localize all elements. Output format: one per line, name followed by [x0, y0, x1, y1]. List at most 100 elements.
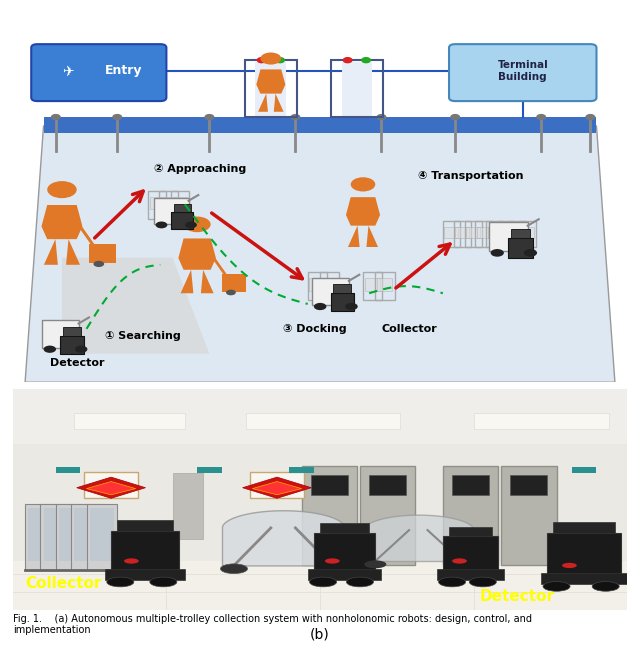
- Bar: [84, 472, 138, 498]
- Circle shape: [291, 115, 300, 119]
- Polygon shape: [367, 225, 378, 247]
- Bar: [301, 466, 357, 565]
- Circle shape: [51, 115, 60, 119]
- Bar: [520, 227, 534, 239]
- Bar: [518, 221, 536, 247]
- Text: ✈: ✈: [62, 64, 74, 78]
- Circle shape: [592, 581, 620, 591]
- Bar: [360, 466, 415, 565]
- Bar: [365, 278, 380, 291]
- Circle shape: [150, 577, 177, 587]
- Bar: [89, 244, 116, 263]
- Bar: [13, 389, 627, 451]
- Circle shape: [93, 261, 104, 267]
- Text: Collector: Collector: [25, 575, 102, 590]
- Bar: [60, 335, 84, 354]
- Bar: [172, 212, 193, 229]
- Circle shape: [226, 289, 236, 295]
- Bar: [541, 573, 627, 584]
- Bar: [466, 227, 480, 239]
- Bar: [455, 227, 469, 239]
- Circle shape: [185, 221, 197, 229]
- Bar: [333, 284, 351, 293]
- Circle shape: [452, 558, 467, 563]
- Circle shape: [491, 249, 504, 257]
- Bar: [511, 475, 547, 495]
- Bar: [74, 413, 185, 428]
- Bar: [28, 508, 52, 561]
- Circle shape: [537, 115, 545, 119]
- Bar: [321, 278, 337, 291]
- Circle shape: [75, 345, 88, 353]
- Circle shape: [107, 577, 134, 587]
- Polygon shape: [66, 239, 80, 265]
- Bar: [499, 227, 512, 239]
- Bar: [245, 60, 297, 117]
- Bar: [13, 561, 627, 610]
- Circle shape: [562, 563, 577, 568]
- Bar: [497, 221, 514, 247]
- Circle shape: [346, 577, 374, 587]
- Bar: [308, 569, 381, 580]
- Bar: [173, 197, 187, 210]
- Bar: [452, 475, 489, 495]
- Bar: [443, 466, 498, 565]
- Bar: [488, 227, 501, 239]
- Bar: [572, 467, 596, 473]
- Bar: [173, 473, 204, 539]
- Circle shape: [451, 560, 472, 568]
- Polygon shape: [62, 258, 209, 354]
- Bar: [63, 326, 81, 335]
- Circle shape: [543, 581, 570, 591]
- Bar: [320, 523, 369, 533]
- FancyBboxPatch shape: [449, 44, 596, 101]
- Bar: [508, 221, 525, 247]
- Circle shape: [310, 577, 337, 587]
- Polygon shape: [42, 205, 83, 239]
- Circle shape: [260, 53, 282, 65]
- Text: ③ Docking: ③ Docking: [283, 324, 347, 334]
- Bar: [40, 503, 71, 570]
- Text: ② Approaching: ② Approaching: [154, 163, 246, 174]
- Bar: [105, 569, 185, 580]
- Bar: [171, 191, 189, 219]
- Circle shape: [205, 115, 214, 119]
- Text: ④ Transportation: ④ Transportation: [419, 171, 524, 181]
- Bar: [309, 278, 325, 291]
- Bar: [74, 508, 99, 561]
- Circle shape: [184, 217, 211, 232]
- Circle shape: [47, 181, 77, 198]
- Bar: [197, 467, 221, 473]
- Bar: [369, 475, 406, 495]
- Bar: [25, 503, 56, 570]
- Polygon shape: [346, 197, 380, 225]
- Bar: [308, 272, 327, 301]
- Bar: [13, 444, 627, 565]
- Circle shape: [314, 303, 326, 310]
- Text: Terminal
Building: Terminal Building: [497, 60, 548, 82]
- Circle shape: [124, 558, 139, 563]
- Text: (b): (b): [310, 627, 330, 641]
- Circle shape: [343, 58, 352, 63]
- Bar: [320, 272, 339, 301]
- Polygon shape: [348, 225, 360, 247]
- Bar: [436, 569, 504, 580]
- Text: Entry: Entry: [105, 65, 142, 77]
- Polygon shape: [77, 477, 145, 498]
- Polygon shape: [44, 239, 58, 265]
- Bar: [508, 239, 533, 258]
- Bar: [250, 472, 304, 498]
- Bar: [476, 221, 493, 247]
- Bar: [443, 536, 498, 570]
- Polygon shape: [180, 270, 193, 293]
- Circle shape: [220, 564, 248, 573]
- Bar: [71, 503, 102, 570]
- Circle shape: [377, 115, 386, 119]
- Text: Detector: Detector: [480, 589, 555, 604]
- Bar: [56, 503, 86, 570]
- Bar: [59, 508, 83, 561]
- Bar: [331, 293, 354, 311]
- Text: ① Searching: ① Searching: [105, 331, 180, 341]
- Bar: [246, 413, 400, 428]
- Bar: [474, 413, 609, 428]
